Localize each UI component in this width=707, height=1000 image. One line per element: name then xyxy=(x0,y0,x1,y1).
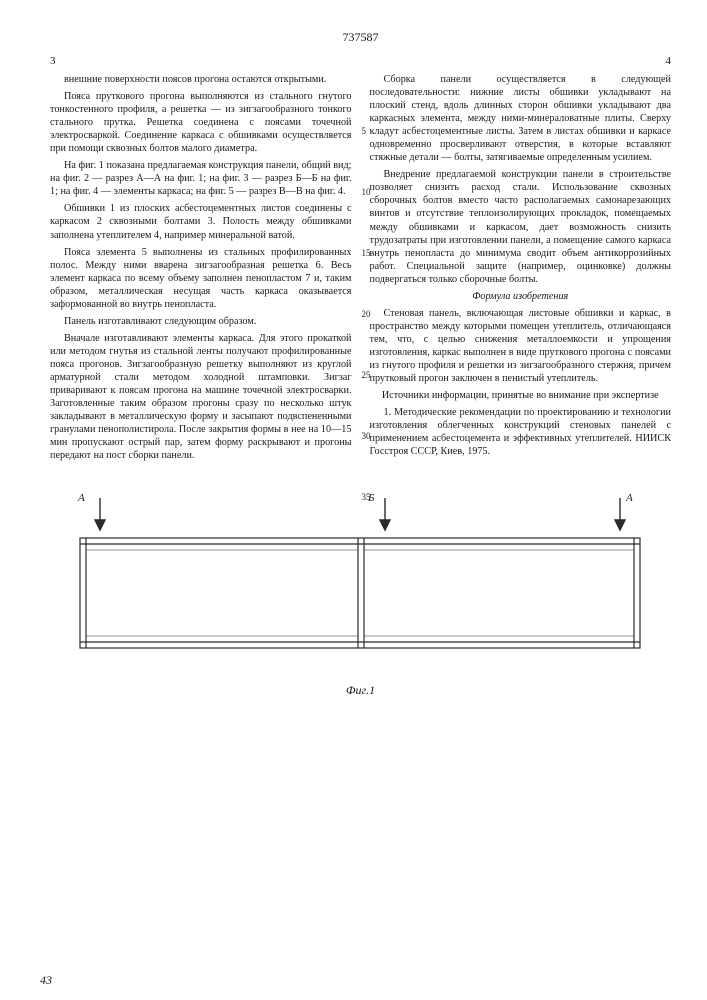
para: Пояса элемента 5 выполнены из стальных п… xyxy=(50,246,352,311)
figure-svg xyxy=(50,490,670,690)
page-headers: 3 4 xyxy=(50,55,671,67)
text-columns: внешние поверхности поясов прогона остаю… xyxy=(50,73,671,466)
left-column: внешние поверхности поясов прогона остаю… xyxy=(50,73,352,466)
para: Панель изготавливают следующим образом. xyxy=(50,315,352,328)
line-num: 5 xyxy=(362,127,367,136)
para: На фиг. 1 показана предлагаемая конструк… xyxy=(50,159,352,198)
figure-caption: Фиг.1 xyxy=(50,683,671,698)
para: Вначале изготавливают элементы каркаса. … xyxy=(50,332,352,462)
page-header-left: 3 xyxy=(50,55,56,67)
para: Обшивки 1 из плоских асбестоцементных ли… xyxy=(50,202,352,241)
para: Сборка панели осуществляется в следующей… xyxy=(370,73,672,164)
section-label-A-left: А xyxy=(78,492,85,504)
doc-number: 737587 xyxy=(50,30,671,45)
para: внешние поверхности поясов прогона остаю… xyxy=(50,73,352,86)
para: Стеновая панель, включающая листовые обш… xyxy=(370,307,672,385)
page-number-bottom: 43 xyxy=(40,973,52,988)
formula-heading: Формула изобретения xyxy=(370,290,672,303)
section-label-B: Б xyxy=(368,492,375,504)
para: Пояса пруткового прогона выполняются из … xyxy=(50,90,352,155)
right-column: Сборка панели осуществляется в следующей… xyxy=(370,73,672,466)
figure-1: А Б А Фиг.1 xyxy=(50,490,671,720)
sources-heading: Источники информации, принятые во вниман… xyxy=(370,389,672,402)
para: Внедрение предлагаемой конструкции панел… xyxy=(370,168,672,285)
para: 1. Методические рекомендации по проектир… xyxy=(370,406,672,458)
page-header-right: 4 xyxy=(666,55,672,67)
section-label-A-right: А xyxy=(626,492,633,504)
